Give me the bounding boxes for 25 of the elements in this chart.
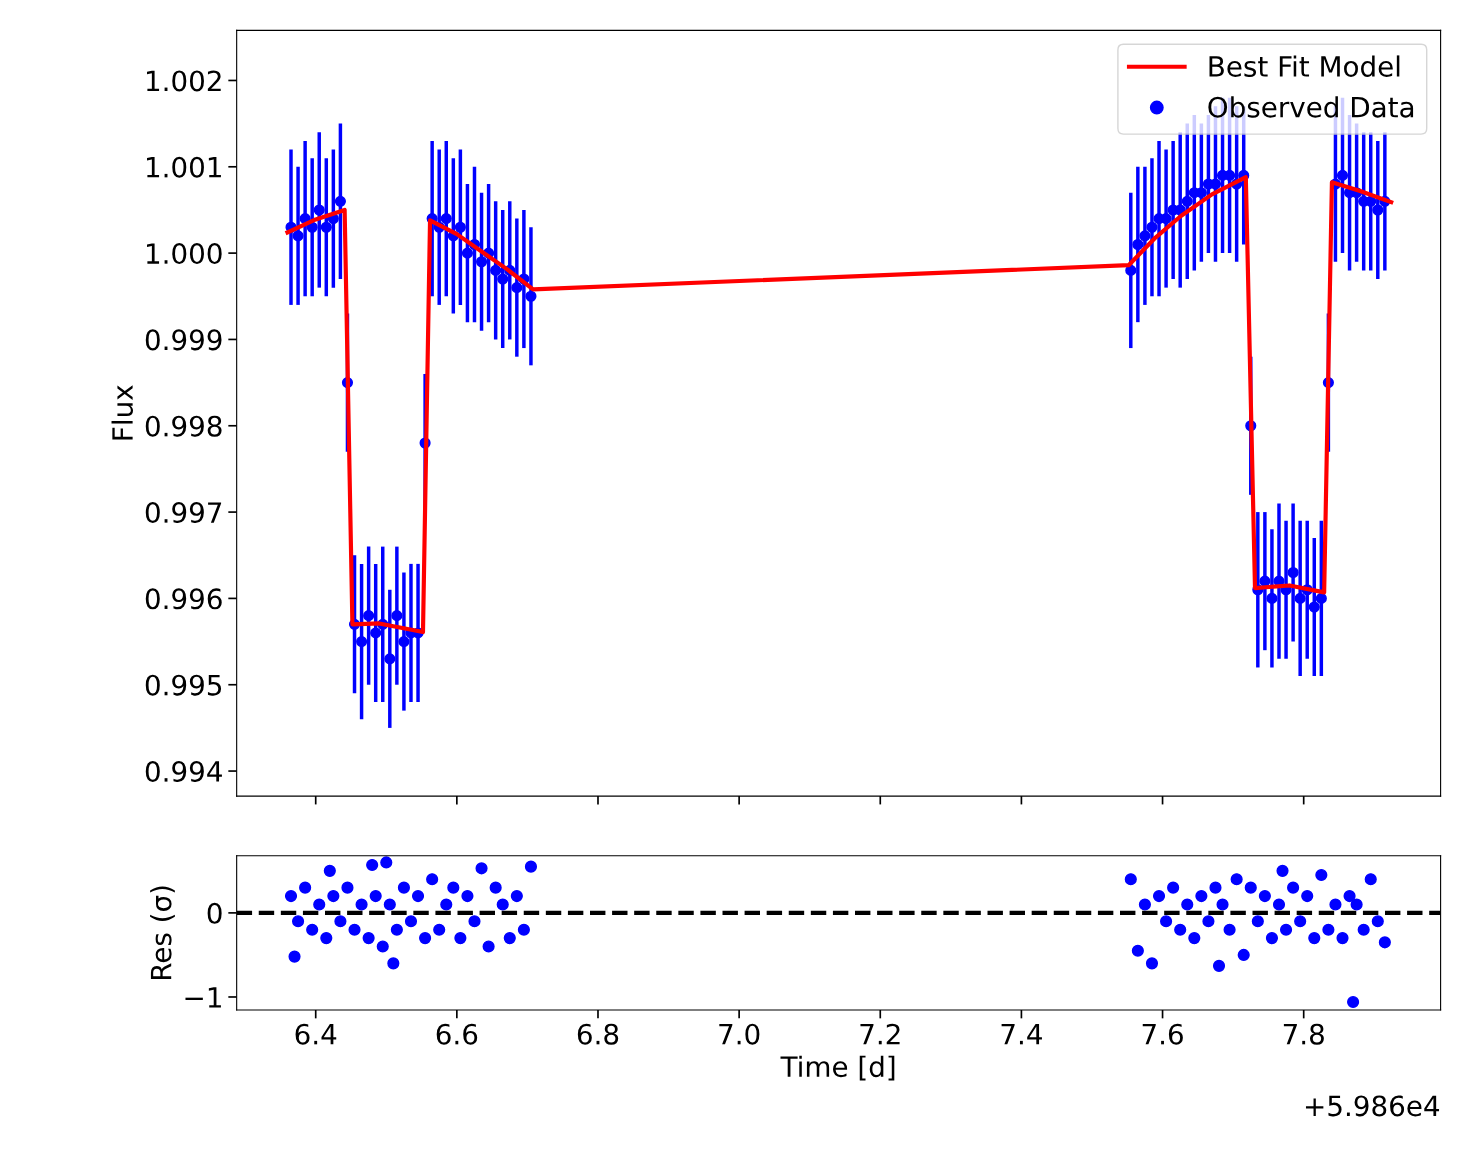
y-tick-label: 0.995 [145, 674, 222, 696]
y-tick-label: 1.001 [147, 156, 221, 178]
y-tick-label: 1.002 [147, 70, 221, 92]
x-tick-label: 7.2 [860, 1023, 900, 1045]
x-tick-label: 6.4 [295, 1023, 337, 1045]
y-tick-label: 0 [207, 902, 222, 924]
y-axis-title: Flux [111, 385, 134, 440]
x-tick-label: 6.8 [577, 1023, 619, 1045]
y-tick-label: 0.996 [145, 588, 222, 610]
y-tick-label: 0.997 [145, 502, 222, 524]
y-tick-label: 1.000 [147, 243, 222, 265]
y-axis-title: Res (σ) [150, 886, 175, 979]
x-tick-label: 7.6 [1142, 1023, 1183, 1045]
x-tick-label: 7.8 [1283, 1023, 1324, 1045]
legend-label: Best Fit Model [1209, 55, 1400, 77]
x-tick-label: 6.6 [436, 1023, 478, 1045]
y-tick-label: 0.998 [145, 415, 222, 437]
x-tick-label: 7.4 [1001, 1024, 1042, 1045]
text: +5.986e4 [1305, 1095, 1440, 1117]
y-tick-label: 0.999 [145, 329, 222, 351]
x-axis-title: Time [d] [780, 1055, 895, 1081]
legend-label: Observed Data [1208, 96, 1414, 118]
y-tick-label: −1 [185, 987, 221, 1008]
y-tick-label: 0.994 [145, 760, 222, 782]
x-tick-label: 7.0 [719, 1023, 760, 1045]
